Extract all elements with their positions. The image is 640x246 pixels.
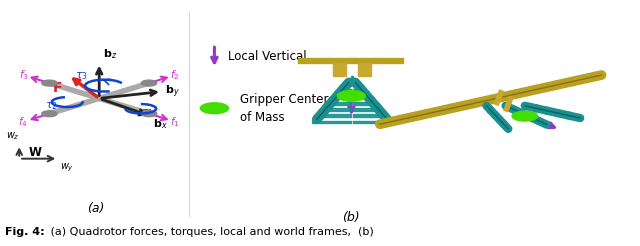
Text: Gripper Center: Gripper Center	[240, 93, 328, 106]
Text: $f_4$: $f_4$	[19, 115, 28, 129]
Text: Fig. 4:: Fig. 4:	[5, 228, 45, 237]
Text: $f_3$: $f_3$	[19, 68, 28, 82]
Text: of Mass: of Mass	[240, 111, 285, 124]
Text: $f_2$: $f_2$	[170, 68, 180, 82]
Text: $\tau_2$: $\tau_2$	[45, 100, 58, 112]
Circle shape	[337, 91, 365, 101]
Text: $\mathbf{W}$: $\mathbf{W}$	[28, 146, 43, 159]
Text: $\mathbf{F}$: $\mathbf{F}$	[52, 81, 62, 95]
Bar	[291, 17, 410, 216]
Text: $\mathbf{b}_z$: $\mathbf{b}_z$	[103, 47, 117, 61]
Text: (a) Quadrotor forces, torques, local and world frames,  (b): (a) Quadrotor forces, torques, local and…	[47, 228, 374, 237]
Circle shape	[512, 111, 538, 121]
Text: $\mathbf{b}_y$: $\mathbf{b}_y$	[165, 83, 180, 100]
Text: $\mathbf{b}_x$: $\mathbf{b}_x$	[153, 117, 168, 131]
Circle shape	[42, 80, 57, 86]
Circle shape	[200, 103, 228, 114]
Text: Local Vertical: Local Vertical	[228, 50, 307, 63]
Text: $w_y$: $w_y$	[60, 161, 74, 173]
Text: $\tau_1$: $\tau_1$	[141, 108, 154, 119]
Circle shape	[141, 111, 157, 117]
Bar	[413, 17, 639, 216]
Text: (b): (b)	[342, 211, 360, 224]
Circle shape	[42, 111, 57, 117]
Text: (a): (a)	[87, 201, 105, 215]
Text: $f_1$: $f_1$	[170, 115, 180, 129]
Circle shape	[141, 80, 157, 86]
Text: $w_z$: $w_z$	[6, 131, 20, 142]
Text: $\tau_3$: $\tau_3$	[75, 70, 88, 82]
